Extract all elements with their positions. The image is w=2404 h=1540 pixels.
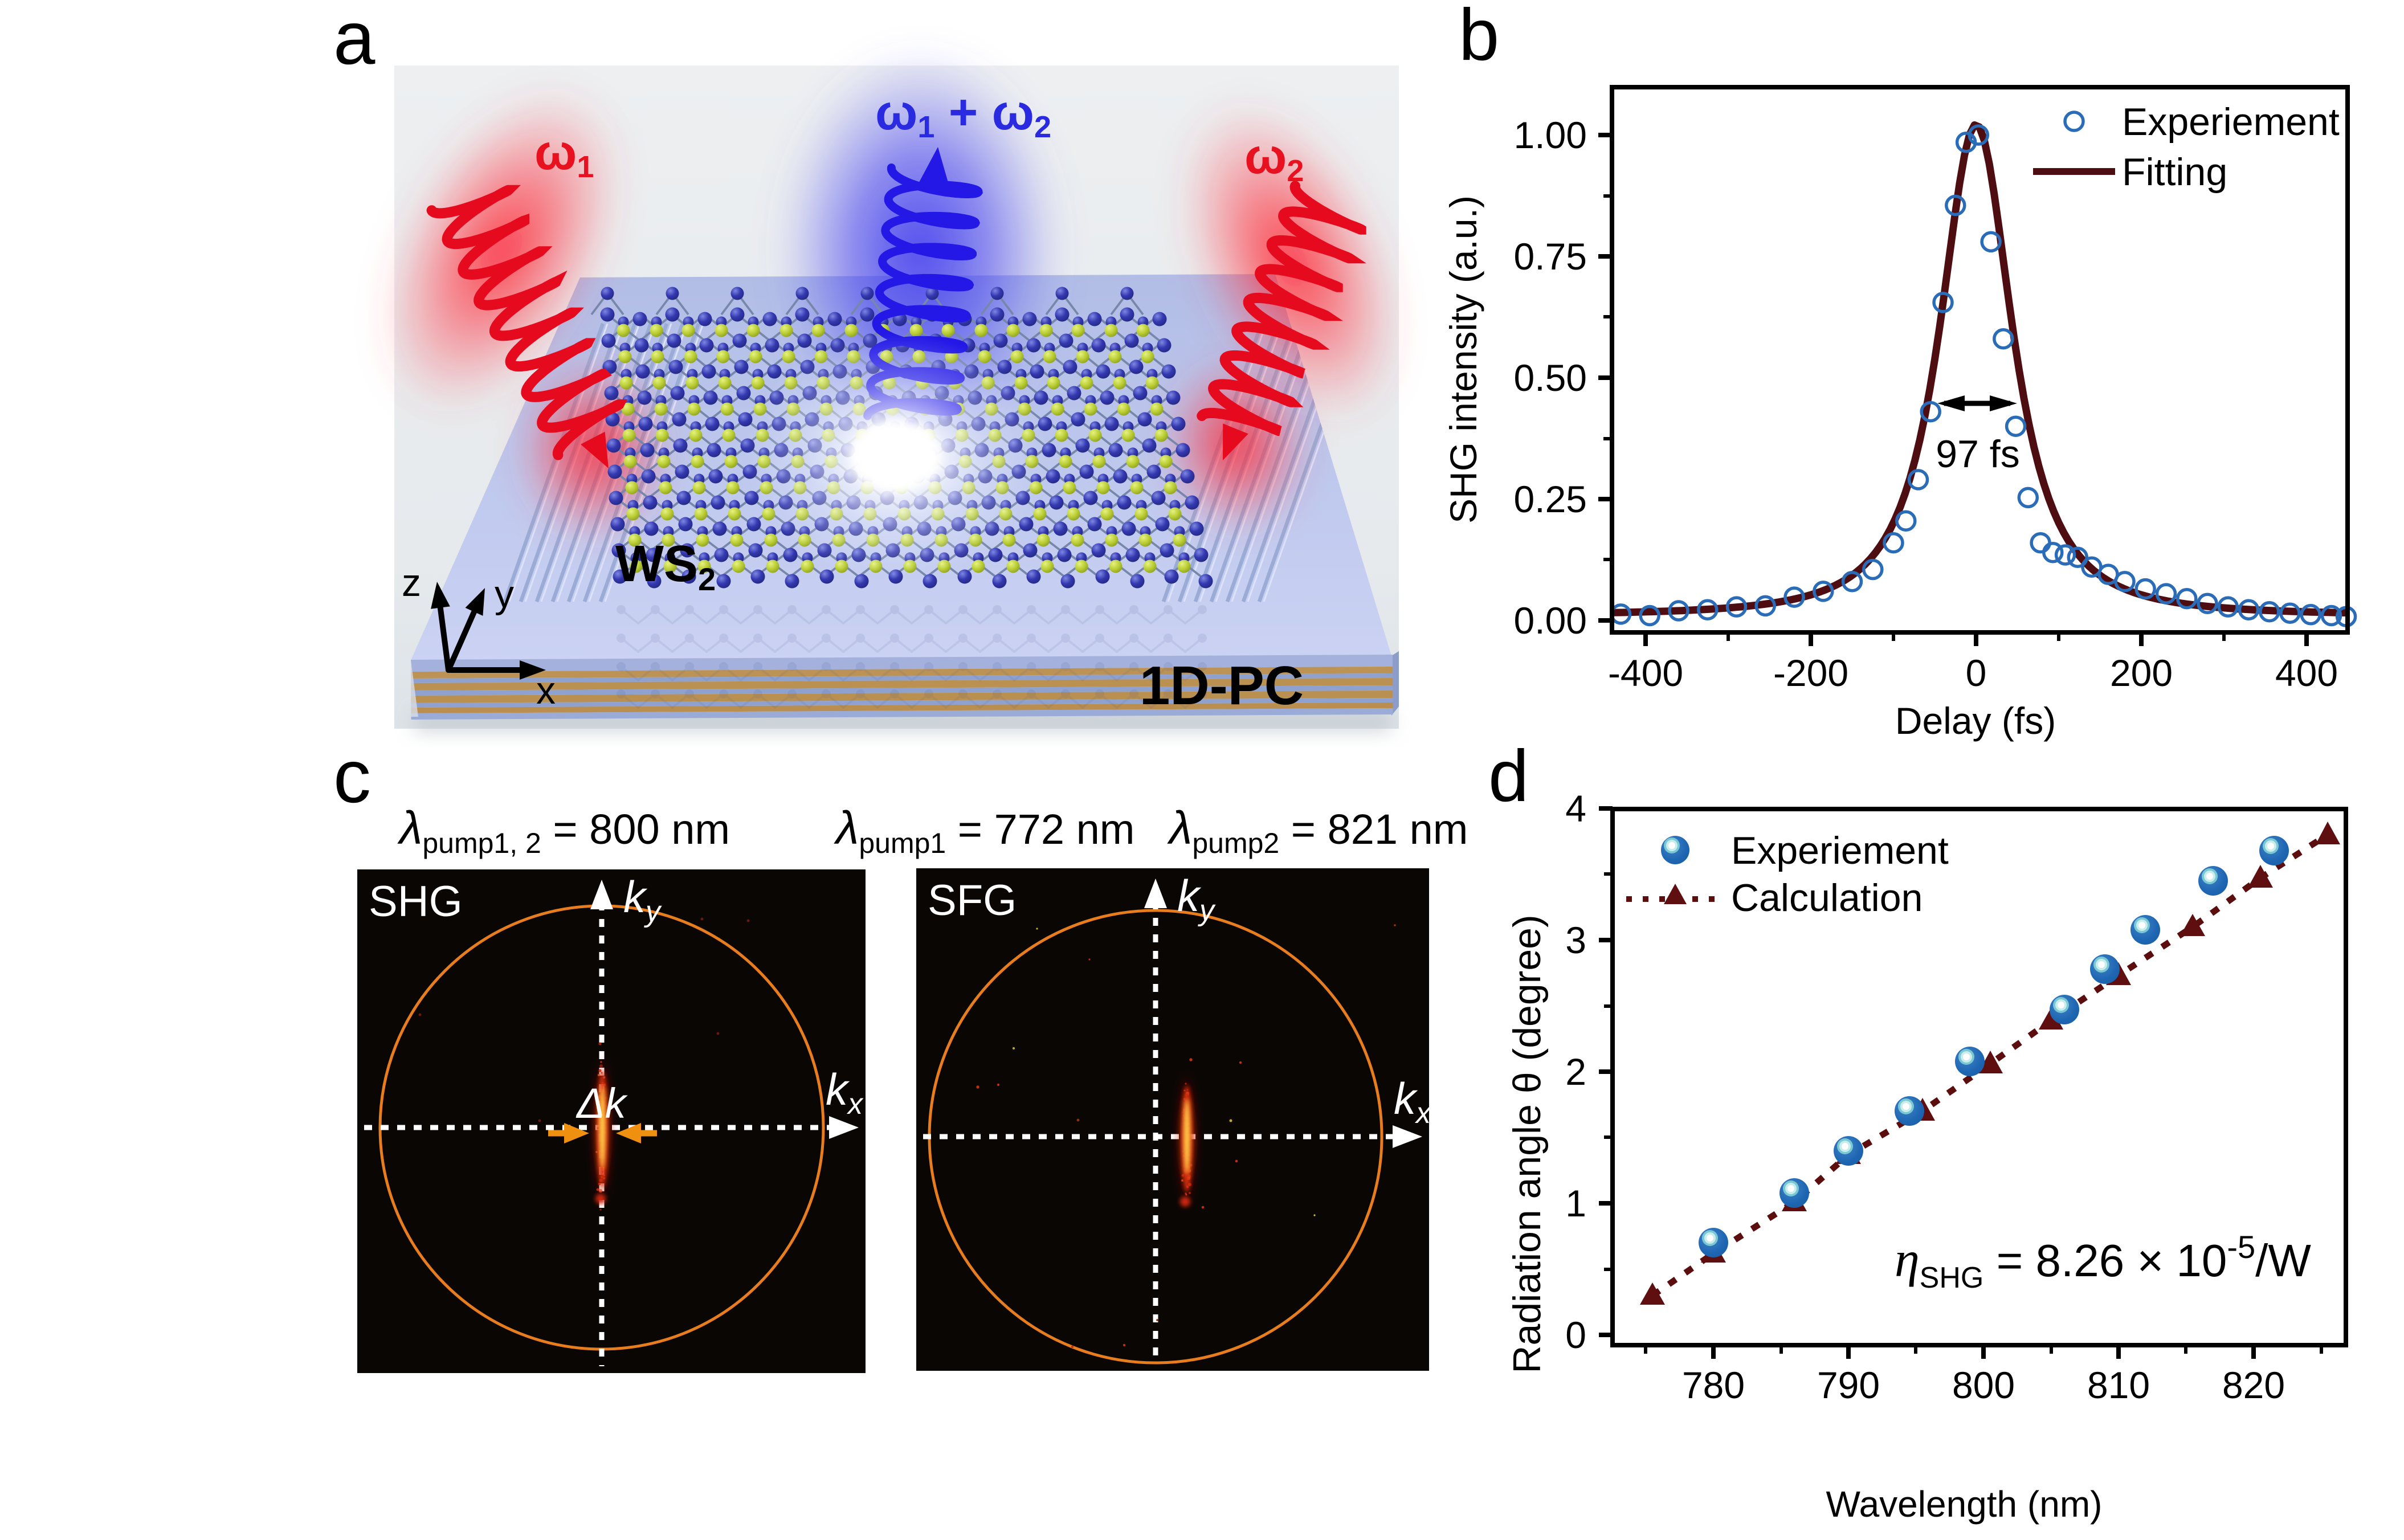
svg-text:0: 0	[1966, 652, 1987, 694]
svg-text:Experiement: Experiement	[2122, 100, 2340, 144]
svg-text:Calculation: Calculation	[1731, 876, 1923, 920]
svg-text:1D-PC: 1D-PC	[1140, 655, 1304, 716]
svg-text:SHG: SHG	[369, 877, 463, 926]
svg-text:780: 780	[1682, 1364, 1745, 1406]
svg-text:d: d	[1488, 736, 1529, 817]
svg-text:SHG intensity (a.u.): SHG intensity (a.u.)	[1442, 195, 1484, 524]
svg-text:820: 820	[2222, 1364, 2285, 1406]
svg-text:Wavelength (nm): Wavelength (nm)	[1826, 1484, 2103, 1525]
svg-text:z: z	[402, 561, 421, 604]
svg-text:λpump2 = 821 nm: λpump2 = 821 nm	[1167, 802, 1468, 859]
svg-text:1.00: 1.00	[1514, 114, 1587, 156]
svg-text:b: b	[1459, 0, 1499, 76]
svg-text:2: 2	[1565, 1051, 1586, 1093]
svg-text:1: 1	[1565, 1182, 1586, 1224]
svg-text:0.00: 0.00	[1514, 599, 1587, 642]
svg-text:800: 800	[1952, 1364, 2015, 1406]
svg-text:a: a	[333, 0, 376, 80]
svg-text:λpump1, 2 = 800 nm: λpump1, 2 = 800 nm	[397, 802, 730, 859]
svg-text:200: 200	[2110, 652, 2173, 694]
svg-text:0: 0	[1565, 1314, 1586, 1356]
svg-text:ηSHG = 8.26 × 10-5/W: ηSHG = 8.26 × 10-5/W	[1895, 1229, 2311, 1294]
svg-text:Experiement: Experiement	[1731, 829, 1949, 872]
svg-text:λpump1 = 772 nm: λpump1 = 772 nm	[834, 802, 1134, 859]
svg-text:-400: -400	[1608, 652, 1683, 694]
svg-text:0.25: 0.25	[1514, 478, 1587, 520]
svg-text:y: y	[495, 573, 514, 616]
svg-text:Δk: Δk	[576, 1080, 628, 1127]
svg-text:0.50: 0.50	[1514, 357, 1587, 399]
svg-text:-200: -200	[1773, 652, 1848, 694]
svg-text:ω1: ω1	[534, 124, 594, 184]
svg-text:97 fs: 97 fs	[1936, 432, 2019, 476]
svg-text:c: c	[333, 734, 371, 818]
svg-text:0.75: 0.75	[1514, 235, 1587, 277]
svg-text:Delay (fs): Delay (fs)	[1895, 700, 2056, 742]
svg-text:790: 790	[1817, 1364, 1880, 1406]
svg-text:3: 3	[1565, 919, 1586, 961]
svg-text:x: x	[536, 669, 556, 712]
svg-text:810: 810	[2087, 1364, 2150, 1406]
svg-text:4: 4	[1565, 787, 1586, 830]
svg-text:SFG: SFG	[928, 876, 1017, 925]
svg-text:Fitting: Fitting	[2122, 150, 2227, 194]
svg-text:ω1 + ω2: ω1 + ω2	[875, 84, 1051, 144]
svg-text:400: 400	[2275, 652, 2338, 694]
svg-text:Radiation angle θ (degree): Radiation angle θ (degree)	[1505, 914, 1549, 1373]
